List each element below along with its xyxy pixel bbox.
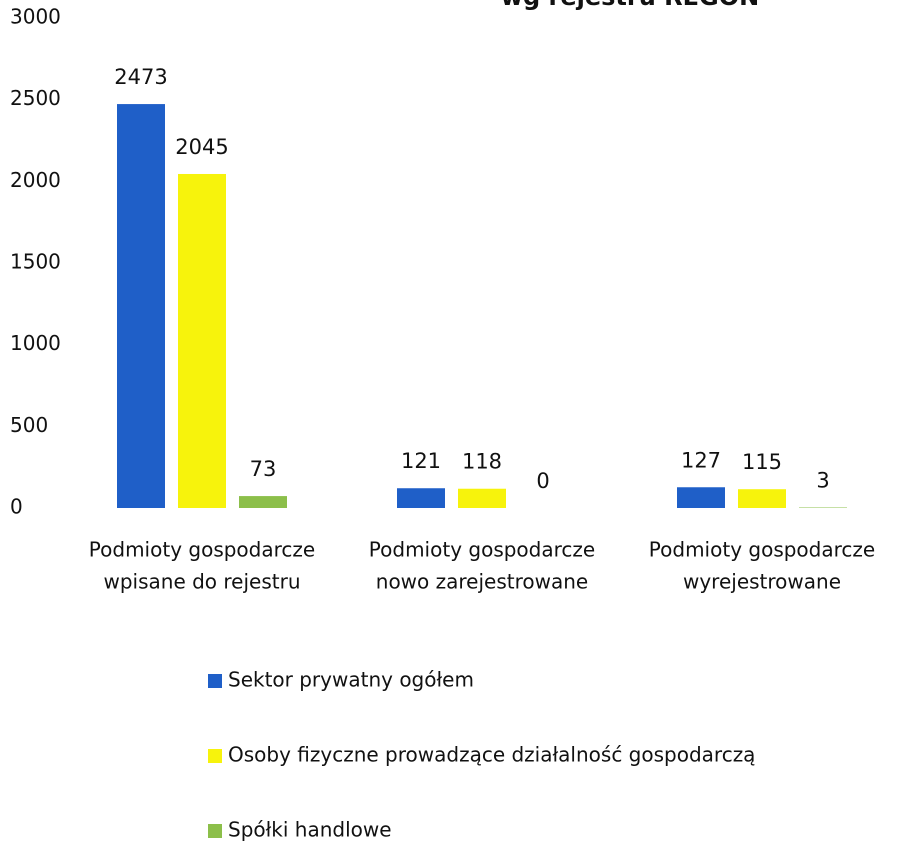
y-tick-label: 1000	[10, 331, 61, 355]
bar	[458, 488, 506, 508]
value-label: 2045	[175, 135, 228, 159]
value-label: 118	[462, 450, 502, 474]
x-tick-label: Podmioty gospodarcze	[369, 538, 595, 562]
x-tick-label: nowo zarejestrowane	[376, 570, 588, 594]
bar	[178, 173, 226, 508]
value-label: 2473	[114, 65, 167, 89]
legend-label: Sektor prywatny ogółem	[228, 668, 474, 692]
value-label: 73	[250, 457, 277, 481]
value-label: 127	[681, 448, 721, 472]
bar	[738, 489, 786, 508]
legend-label: Spółki handlowe	[228, 818, 392, 842]
legend-swatch	[208, 749, 222, 763]
chart-title: wg rejestru REGON	[501, 0, 759, 11]
y-tick-label: 0	[10, 495, 23, 519]
value-label: 0	[536, 469, 549, 493]
bar	[239, 496, 287, 508]
value-label: 3	[816, 469, 829, 493]
legend-label: Osoby fizyczne prowadzące działalność go…	[228, 743, 755, 767]
x-tick-label: wyrejestrowane	[683, 570, 841, 594]
bar	[397, 488, 445, 508]
legend-swatch	[208, 674, 222, 688]
bar	[677, 487, 725, 508]
value-label: 115	[742, 450, 782, 474]
y-tick-label: 500	[10, 413, 48, 437]
x-tick-label: wpisane do rejestru	[103, 570, 300, 594]
x-tick-label: Podmioty gospodarcze	[89, 538, 315, 562]
y-tick-label: 1500	[10, 250, 61, 274]
y-tick-label: 2000	[10, 168, 61, 192]
legend-swatch	[208, 824, 222, 838]
y-tick-label: 2500	[10, 86, 61, 110]
x-tick-label: Podmioty gospodarcze	[649, 538, 875, 562]
y-tick-label: 3000	[10, 5, 61, 29]
value-label: 121	[401, 449, 441, 473]
bar	[117, 104, 165, 509]
